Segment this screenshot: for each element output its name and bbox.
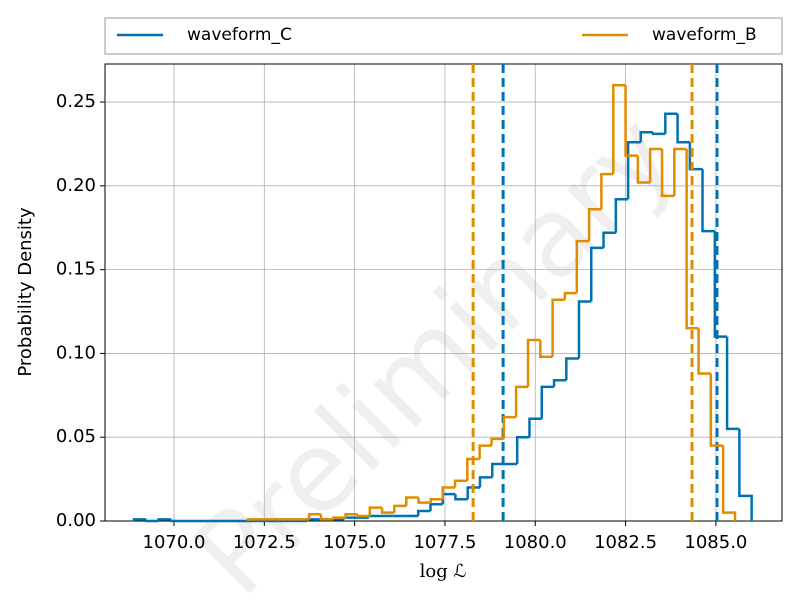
x-axis-label: log ℒ: [420, 561, 467, 582]
histogram-step: [721, 445, 737, 521]
histogram-step: [319, 514, 334, 521]
histogram-step: [614, 197, 629, 233]
histogram-step: [157, 518, 172, 521]
watermark: Preliminary: [170, 90, 700, 600]
histogram-step: [577, 300, 592, 359]
histogram-step: [612, 84, 626, 175]
x-tick-label: 1085.0: [684, 532, 747, 553]
x-tick-label: 1080.0: [504, 532, 567, 553]
histogram-step: [552, 378, 567, 387]
histogram-step: [393, 504, 407, 513]
y-axis-label: Probability Density: [15, 207, 36, 377]
legend-label: waveform_B: [652, 25, 757, 45]
y-tick-label: 0.05: [56, 426, 96, 447]
histogram-step: [590, 246, 604, 302]
histogram-step: [514, 385, 529, 418]
histogram-step: [688, 142, 703, 171]
y-tick-label: 0.25: [56, 91, 96, 112]
histogram-step: [648, 147, 663, 183]
histogram-step: [478, 444, 492, 459]
x-tick-label: 1082.5: [594, 532, 657, 553]
histogram-step: [639, 130, 654, 143]
histogram-step: [626, 141, 641, 200]
histogram-step: [709, 373, 724, 447]
histogram-step: [478, 476, 493, 488]
histogram-step: [636, 155, 651, 184]
histogram-step: [429, 497, 443, 503]
y-tick-label: 0.00: [56, 510, 96, 531]
histogram-step: [454, 494, 468, 501]
histogram-step: [356, 514, 370, 518]
histogram-step: [466, 457, 480, 481]
histogram-step: [490, 437, 504, 446]
histogram-step: [660, 148, 675, 198]
histogram-step: [697, 328, 711, 375]
x-tick-label: 1072.5: [233, 532, 296, 553]
histogram-step: [332, 516, 346, 520]
histogram-step: [307, 513, 322, 520]
histogram-step: [466, 486, 480, 500]
histogram-step: [429, 502, 443, 511]
histogram-step: [587, 208, 602, 242]
x-tick-label: 1075.0: [323, 532, 386, 553]
histogram-step: [713, 231, 728, 338]
histogram-step: [526, 338, 541, 387]
x-tick-label: 1070.0: [143, 532, 206, 553]
histogram-step: [539, 340, 553, 359]
histogram-step: [367, 514, 382, 518]
histogram-step: [344, 513, 358, 518]
histogram-step: [676, 113, 690, 144]
x-tick-label: 1077.5: [413, 532, 476, 553]
legend-label: waveform_C: [187, 25, 292, 45]
histogram-step: [738, 428, 753, 521]
histogram-step: [565, 357, 579, 381]
histogram-step: [575, 239, 590, 294]
legend-box: [104, 17, 783, 55]
histogram-step: [491, 462, 505, 478]
histogram-step: [528, 417, 542, 438]
histogram-step: [685, 148, 699, 330]
histogram-step: [725, 336, 740, 431]
y-tick-label: 0.10: [56, 342, 96, 363]
histogram-step: [453, 479, 468, 488]
histogram-step: [246, 518, 261, 521]
histogram-step: [515, 435, 530, 465]
y-tick-label: 0.15: [56, 259, 96, 280]
histogram-step: [169, 519, 184, 523]
histogram-step: [602, 231, 616, 248]
histogram-step: [502, 415, 517, 439]
y-tick-label: 0.20: [56, 175, 96, 196]
histogram-step: [701, 169, 715, 233]
histogram-step: [551, 298, 565, 357]
histogram-step: [624, 85, 638, 157]
histogram-step: [368, 506, 383, 516]
histogram-step: [132, 518, 147, 521]
histogram-step: [441, 486, 456, 500]
histogram-step: [563, 291, 577, 300]
plot-frame: [104, 63, 783, 522]
histogram-step: [380, 507, 395, 514]
histogram-step: [664, 112, 678, 134]
histogram-step: [600, 172, 614, 210]
histogram-step: [416, 509, 431, 516]
histogram-step: [144, 519, 159, 523]
histogram-step: [673, 147, 687, 196]
histogram-step: [651, 132, 666, 136]
histogram-step: [540, 385, 555, 419]
histogram-step: [417, 497, 431, 504]
histogram-step: [405, 496, 419, 506]
